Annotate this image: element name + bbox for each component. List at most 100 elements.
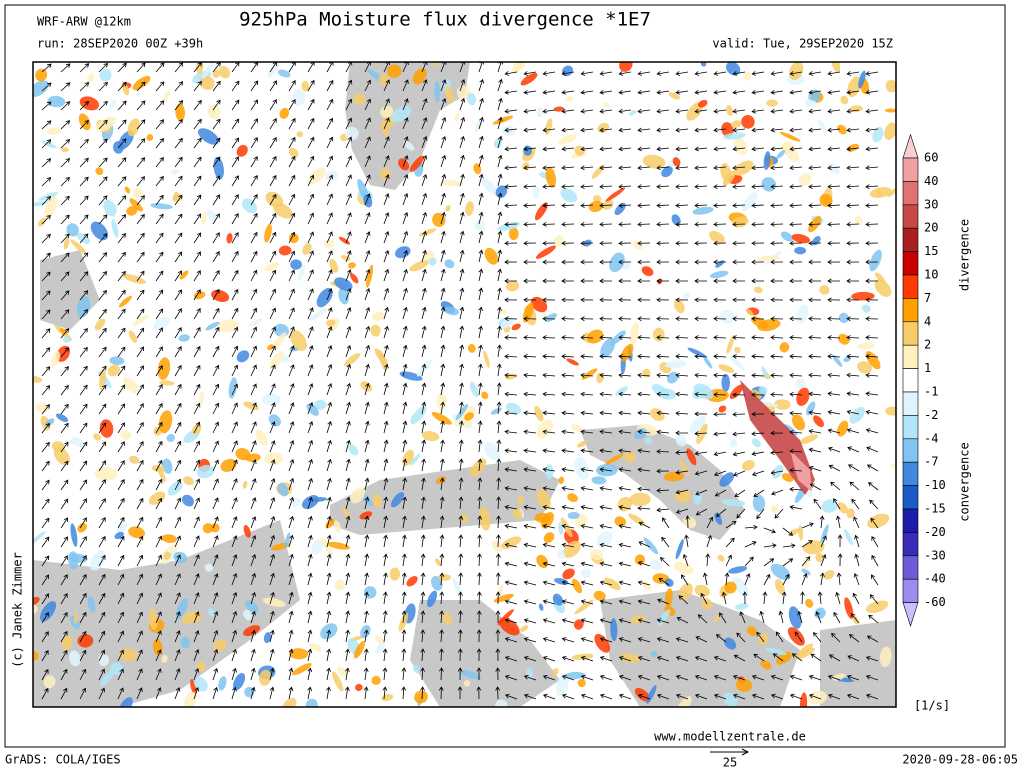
wind-arrow — [458, 477, 464, 491]
field-patch — [540, 511, 555, 529]
field-patch — [687, 347, 707, 358]
wind-arrow — [250, 118, 258, 130]
wind-arrow — [599, 127, 613, 133]
field-patch — [628, 110, 637, 116]
wind-arrow — [117, 668, 124, 681]
field-patch — [109, 356, 125, 365]
field-patch — [409, 260, 429, 272]
wind-arrow — [770, 693, 784, 700]
wind-arrow — [459, 154, 465, 168]
wind-arrow — [637, 278, 650, 284]
wind-arrow — [561, 278, 574, 284]
wind-arrow — [79, 403, 88, 415]
wind-arrow — [440, 268, 446, 282]
wind-arrow — [307, 515, 313, 529]
wind-arrow — [865, 221, 879, 227]
wind-arrow — [98, 649, 106, 662]
wind-arrow — [345, 212, 352, 225]
wind-arrow — [836, 572, 842, 586]
field-patch — [243, 625, 261, 637]
field-patch — [122, 84, 130, 96]
wind-arrow — [774, 508, 784, 519]
wind-arrow — [504, 674, 518, 681]
field-patch — [267, 344, 274, 351]
wind-arrow — [618, 505, 632, 510]
wind-arrow — [326, 98, 334, 111]
wind-arrow — [440, 306, 446, 320]
wind-arrow — [383, 344, 389, 358]
wind-arrow — [117, 308, 126, 320]
field-patch — [567, 511, 580, 520]
wind-arrow — [250, 402, 257, 415]
wind-arrow — [656, 618, 670, 624]
field-patch — [665, 360, 688, 369]
wind-arrow — [542, 391, 556, 397]
field-patch — [218, 65, 231, 79]
wind-arrow — [193, 440, 201, 453]
wind-arrow — [98, 630, 106, 643]
wind-arrow — [618, 146, 632, 152]
wind-arrow — [345, 269, 352, 282]
wind-arrow — [656, 146, 670, 152]
wind-arrow — [212, 535, 219, 548]
wind-arrow — [288, 383, 295, 396]
wind-arrow — [713, 146, 727, 152]
wind-arrow — [504, 372, 518, 378]
wind-arrow — [307, 193, 315, 206]
wind-arrow — [789, 240, 803, 246]
field-patch — [484, 247, 498, 265]
colorbar-box — [902, 555, 919, 580]
field-patch — [787, 627, 805, 646]
field-patch — [190, 679, 197, 695]
wind-arrow — [866, 635, 879, 643]
wind-arrow — [307, 269, 314, 282]
wind-arrow — [307, 534, 313, 548]
wind-arrow — [580, 146, 594, 152]
wind-arrow — [250, 497, 257, 510]
wind-arrow — [155, 137, 164, 149]
field-patch — [148, 608, 158, 630]
wind-arrow — [440, 116, 447, 130]
field-patch — [605, 453, 624, 465]
wind-arrow — [732, 411, 746, 417]
field-patch — [163, 90, 171, 103]
wind-arrow — [383, 79, 390, 92]
wind-arrow — [307, 136, 315, 149]
field-patch — [520, 625, 529, 632]
wind-arrow — [364, 325, 371, 339]
wind-arrow — [684, 534, 690, 548]
wind-arrow — [345, 136, 352, 149]
wind-arrow — [542, 429, 556, 435]
wind-arrow — [79, 252, 89, 263]
wind-arrow — [713, 221, 727, 227]
wind-arrow — [326, 610, 332, 624]
wind-arrow — [866, 446, 879, 453]
field-patch — [619, 653, 642, 663]
wind-arrow — [345, 496, 351, 510]
field-patch — [87, 73, 95, 84]
field-patch — [530, 296, 548, 313]
field-patch — [726, 335, 735, 354]
wind-arrow — [212, 175, 221, 187]
field-patch — [791, 233, 811, 244]
field-patch — [779, 342, 790, 353]
wind-arrow — [459, 249, 465, 263]
wind-arrow — [542, 278, 555, 284]
wind-arrow — [523, 410, 537, 416]
wind-arrow — [136, 308, 145, 320]
wind-arrow — [402, 344, 408, 358]
wind-arrow — [60, 422, 69, 434]
wind-arrow — [496, 325, 502, 339]
wind-arrow — [231, 421, 238, 434]
wind-arrow — [869, 594, 879, 605]
field-patch — [278, 245, 292, 256]
wind-arrow — [713, 674, 727, 681]
wind-arrow — [561, 656, 575, 662]
wind-arrow — [459, 97, 466, 111]
wind-arrow — [231, 667, 237, 681]
field-patch — [634, 687, 651, 702]
wind-arrow — [770, 259, 784, 265]
wind-arrow — [288, 572, 294, 586]
wind-arrow — [789, 89, 803, 95]
wind-arrow — [542, 561, 556, 567]
